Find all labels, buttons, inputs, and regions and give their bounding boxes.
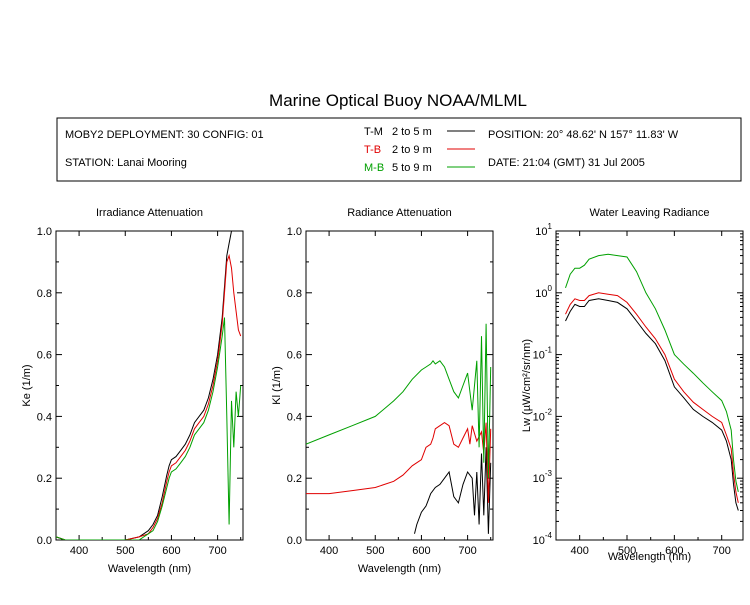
series-line-t-m	[565, 298, 739, 511]
plot-title: Water Leaving Radiance	[589, 207, 709, 219]
y-tick-label: 10-1	[533, 346, 553, 362]
legend-item-m-b: M-B 5 to 9 m	[364, 162, 475, 174]
legend-range: 2 to 5 m	[392, 126, 432, 138]
figure-title: Marine Optical Buoy NOAA/MLML	[269, 91, 527, 110]
legend-code: T-M	[364, 126, 383, 138]
y-tick-label: 0.2	[287, 473, 302, 485]
plot-frame	[55, 230, 244, 541]
x-tick-label: 700	[208, 545, 226, 557]
y-axis-label: Kl (1/m)	[271, 366, 283, 405]
x-tick-label: 500	[618, 545, 636, 557]
legend-range: 2 to 9 m	[392, 144, 432, 156]
legend-item-t-m: T-M 2 to 5 m	[364, 126, 475, 138]
y-tick-label: 0.0	[287, 535, 302, 547]
x-tick-label: 500	[366, 545, 384, 557]
plot-1: Irradiance Attenuation 400 500 600 700 0.0 0.2…	[21, 207, 244, 575]
y-tick-label: 1.0	[287, 226, 302, 238]
legend-item-t-b: T-B 2 to 9 m	[364, 144, 475, 156]
x-tick-label: 400	[320, 545, 338, 557]
y-tick-label: 10-4	[533, 531, 553, 547]
x-tick-label: 700	[713, 545, 731, 557]
plot-3: Water Leaving Radiance 400 500 600 700 10-4 10…	[521, 207, 744, 563]
y-axis-label: Ke (1/m)	[21, 364, 33, 406]
series-line-t-m	[414, 447, 492, 534]
legend-range: 5 to 9 m	[392, 162, 432, 174]
y-tick-label: 0.6	[37, 350, 52, 362]
series-line-m-b	[306, 323, 492, 479]
info-box: MOBY2 DEPLOYMENT: 30 CONFIG: 01 STATION:…	[56, 117, 742, 182]
info-box-frame	[56, 117, 742, 182]
y-tick-label: 10-3	[533, 469, 553, 485]
x-tick-label: 500	[116, 545, 134, 557]
x-tick-label: 700	[458, 545, 476, 557]
y-tick-label: 0.8	[287, 288, 302, 300]
plots: Irradiance Attenuation 400 500 600 700 0.0 0.2…	[21, 207, 744, 575]
plot-frame	[305, 230, 494, 541]
plot-2: Radiance Attenuation 400 500 600 700 0.0 0.2 0.…	[271, 207, 494, 575]
x-axis-label: Wavelength (nm)	[358, 563, 441, 575]
x-tick-label: 600	[162, 545, 180, 557]
y-tick-label: 1.0	[37, 226, 52, 238]
deployment-text: MOBY2 DEPLOYMENT: 30 CONFIG: 01	[65, 129, 264, 141]
plot-frame	[555, 230, 744, 541]
legend: T-M 2 to 5 m T-B 2 to 9 m M-B 5 to 9 m	[364, 126, 475, 174]
x-tick-label: 600	[665, 545, 683, 557]
y-tick-label: 101	[535, 222, 552, 238]
x-axis-label: Wavelength (nm)	[108, 563, 191, 575]
series-line-m-b	[56, 317, 242, 540]
x-tick-label: 400	[70, 545, 88, 557]
station-text: STATION: Lanai Mooring	[65, 157, 187, 169]
y-tick-label: 0.2	[37, 473, 52, 485]
legend-code: M-B	[364, 162, 384, 174]
series-line-t-b	[565, 292, 739, 503]
x-axis-label: Wavelength (nm)	[608, 551, 691, 563]
y-tick-label: 0.6	[287, 350, 302, 362]
y-tick-label: 0.4	[287, 411, 302, 423]
x-tick-label: 600	[412, 545, 430, 557]
legend-code: T-B	[364, 144, 381, 156]
plot-title: Radiance Attenuation	[347, 207, 452, 219]
x-tick-label: 400	[570, 545, 588, 557]
series-line-m-b	[565, 253, 739, 493]
y-tick-label: 0.4	[37, 411, 52, 423]
date-text: DATE: 21:04 (GMT) 31 Jul 2005	[488, 157, 645, 169]
y-tick-label: 10-2	[533, 407, 553, 423]
y-tick-label: 100	[535, 284, 552, 300]
series-line-t-b	[306, 421, 492, 503]
plot-title: Irradiance Attenuation	[96, 207, 203, 219]
position-text: POSITION: 20° 48.62' N 157° 11.83' W	[488, 129, 679, 141]
series-line-t-b	[56, 253, 242, 540]
y-tick-label: 0.8	[37, 288, 52, 300]
y-axis-label: Lw (µW/cm²/sr/nm)	[521, 339, 533, 432]
y-tick-label: 0.0	[37, 535, 52, 547]
